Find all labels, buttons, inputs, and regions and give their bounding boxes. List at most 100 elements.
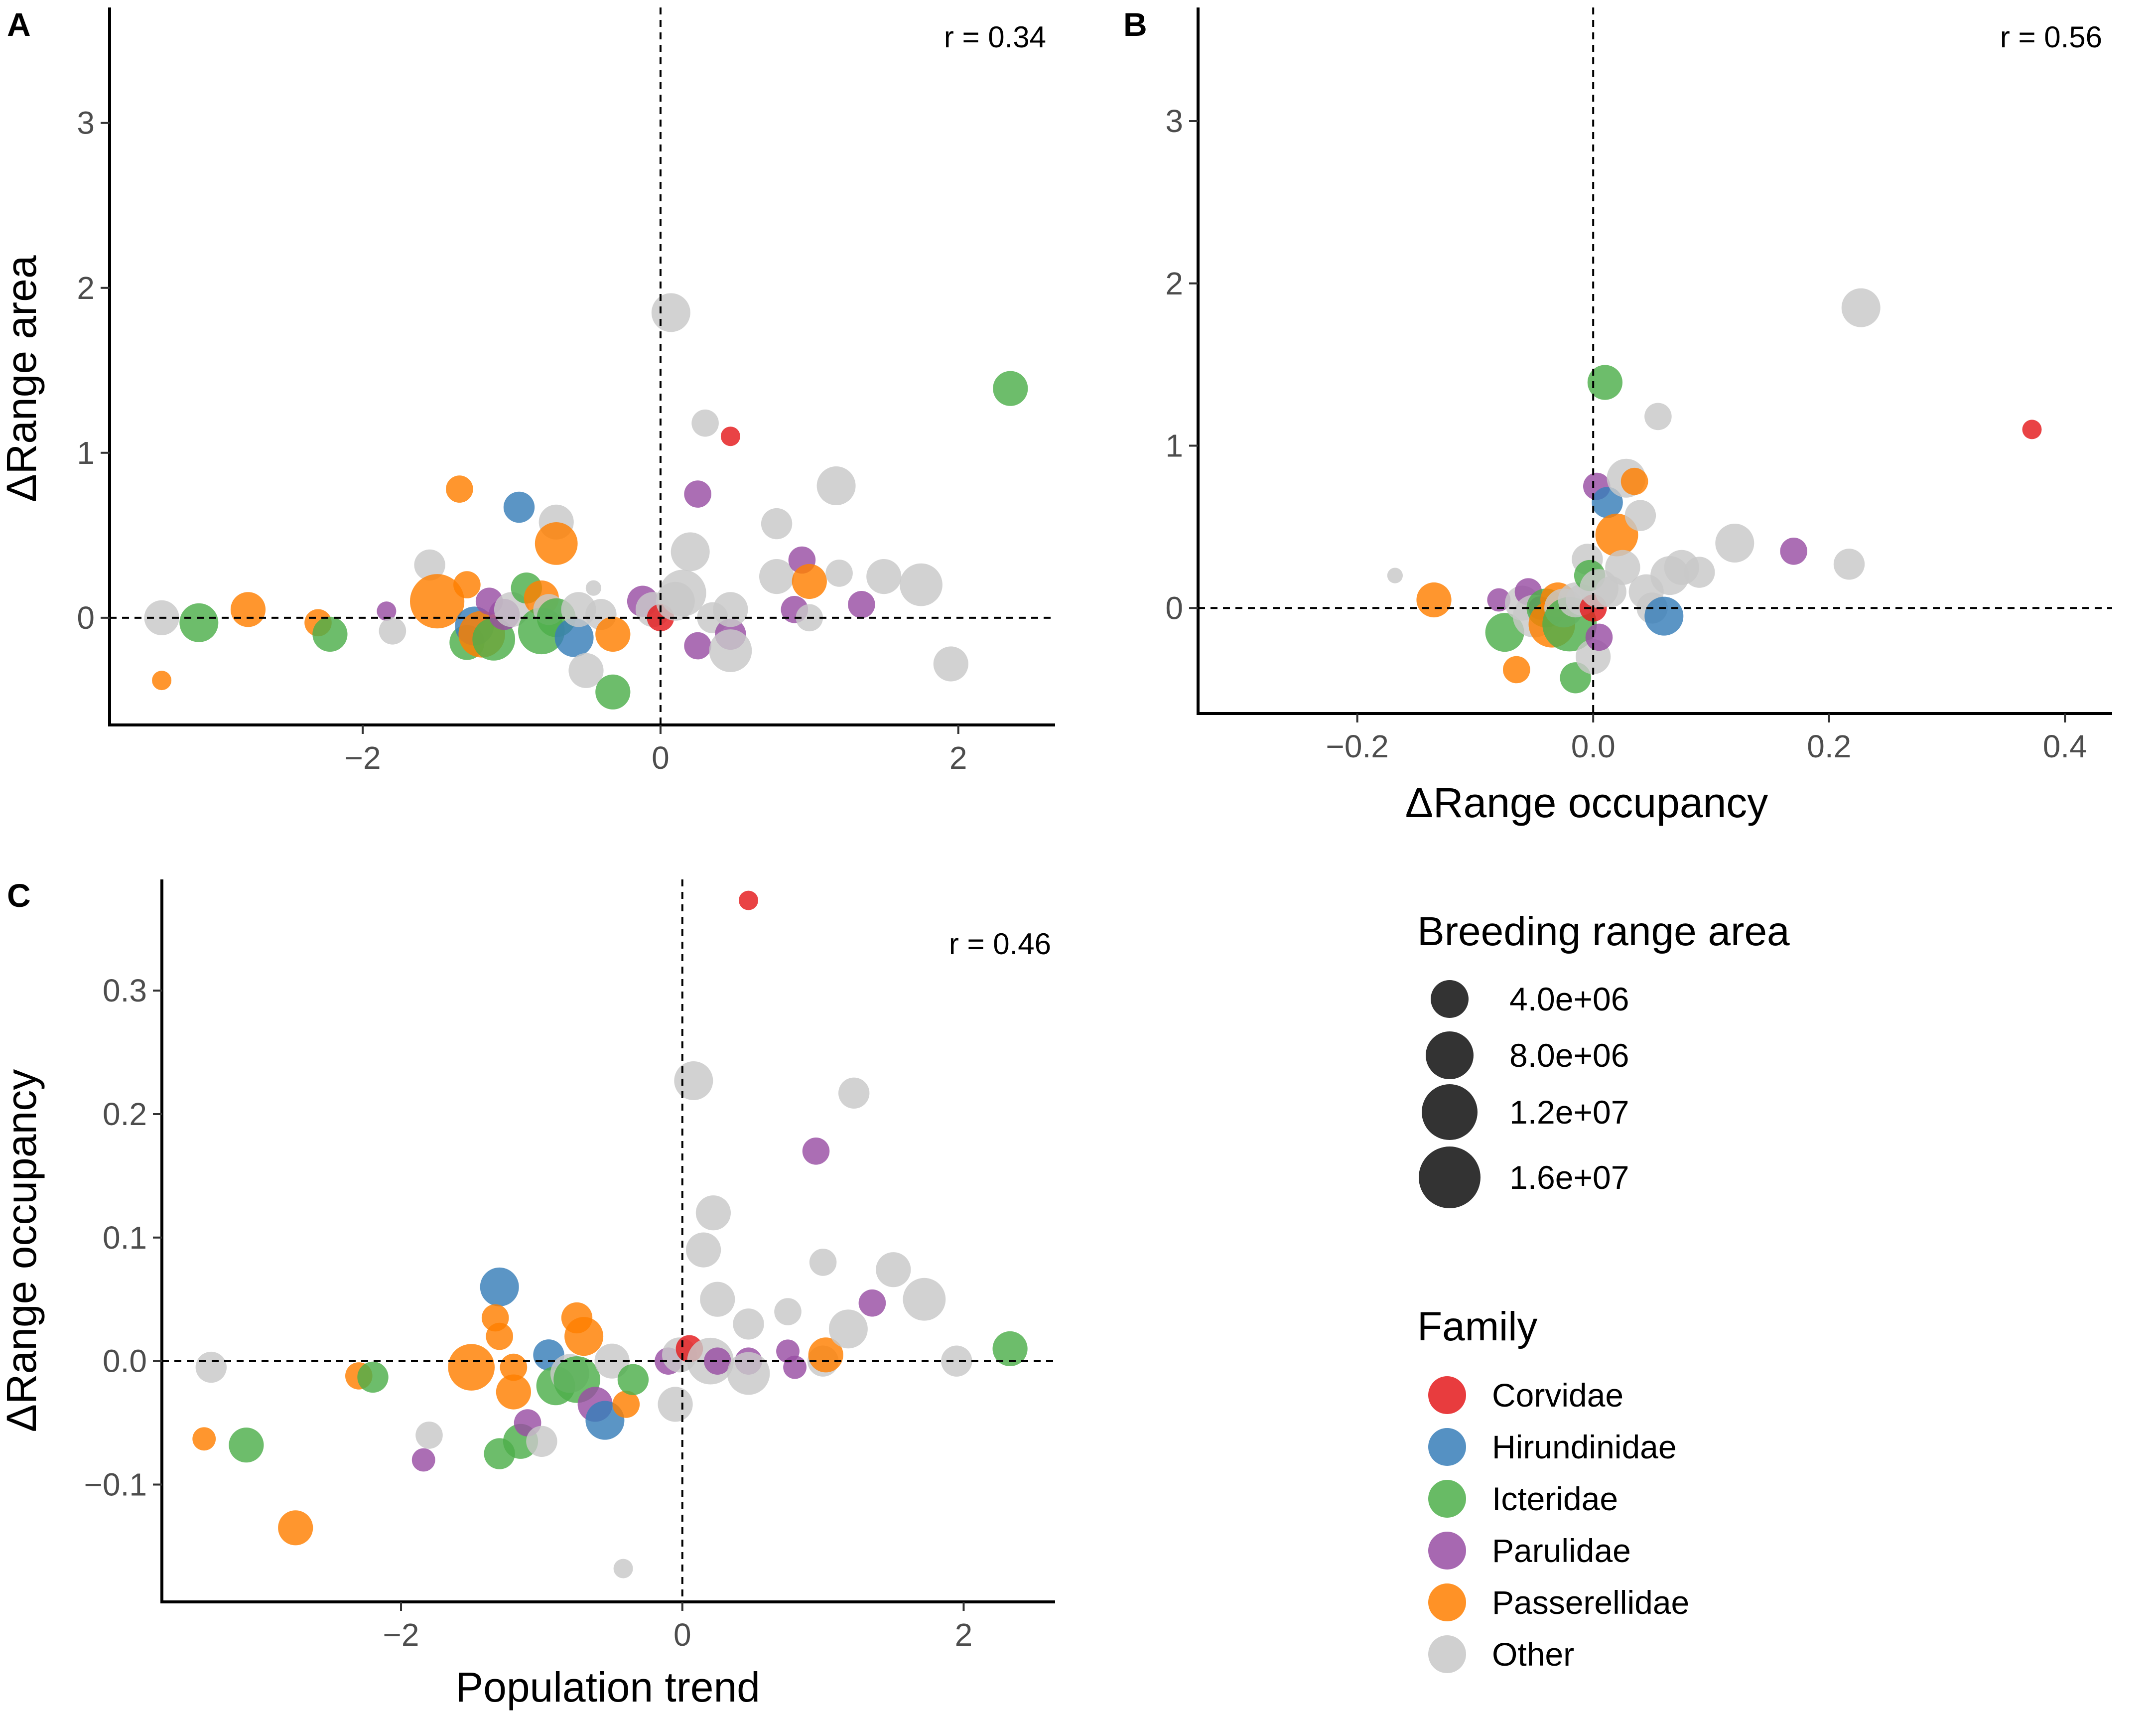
panel-b-point-corvidae (2022, 420, 2042, 439)
family-legend-swatch-hirundinidae (1428, 1428, 1466, 1466)
panel-c-point-other (658, 1387, 693, 1422)
size-legend-circle (1431, 980, 1469, 1018)
panel-a-point-parulidae (848, 591, 875, 618)
panel-a-point-other (691, 409, 719, 437)
panel-c-point-parulidae (858, 1289, 886, 1317)
panel-a-point-other (933, 646, 968, 682)
panel-c-point-passerellidae (448, 1344, 495, 1391)
panel-a-point-passerellidae (446, 475, 473, 503)
panel-b-x-tick-label: 0.0 (1571, 728, 1616, 764)
panel-c-point-corvidae (739, 890, 758, 910)
panel-a-point-passerellidae (410, 574, 465, 629)
size-legend-circle (1422, 1084, 1478, 1140)
family-legend-label: Other (1492, 1636, 1574, 1673)
panel-c-x-tick-label: 2 (955, 1617, 973, 1653)
panel-b-point-hirundinidae (1644, 596, 1684, 636)
family-legend-swatch-parulidae (1428, 1532, 1466, 1570)
panel-a-point-passerellidae (152, 671, 172, 691)
panel-c-point-icteridae (992, 1331, 1028, 1366)
panel-a-point-other (709, 629, 752, 672)
panel-c-point-other (686, 1232, 721, 1268)
panel-a-point-other (651, 293, 690, 332)
panel-c-point-icteridae (617, 1364, 649, 1395)
panel-a-point-other (759, 559, 795, 594)
panel-b-point-passerellidae (1416, 582, 1452, 618)
panel-a: A −2 0 2 0 1 2 3 r = 0.34 ΔRange area (0, 6, 1055, 776)
panel-b-point-passerellidae (1620, 467, 1648, 495)
panel-c-point-other (526, 1426, 557, 1457)
panel-c-point-passerellidae (564, 1317, 604, 1356)
panel-b-y-tick-label: 1 (1165, 428, 1183, 464)
panel-c-y-tick-label: 0.3 (103, 973, 147, 1008)
family-legend-label: Corvidae (1492, 1377, 1623, 1414)
panel-c-x-axis-label: Population trend (455, 1664, 760, 1711)
size-legend-title: Breeding range area (1417, 909, 1790, 954)
panel-c-point-passerellidae (496, 1374, 531, 1410)
panel-a-point-icteridae (595, 674, 631, 710)
panel-c-x-tick-label: 0 (674, 1617, 691, 1653)
panel-c-x-tick-label: −2 (383, 1617, 419, 1653)
panel-b-x-tick-label: 0.4 (2043, 728, 2087, 764)
panel-c-point-other (727, 1352, 770, 1395)
panel-a-point-other (713, 592, 748, 627)
panel-a-point-passerellidae (453, 571, 481, 598)
panel-a-point-corvidae (720, 427, 740, 446)
panel-a-point-hirundinidae (554, 618, 594, 657)
panel-b-point-other (1715, 524, 1754, 563)
panel-c-point-other (941, 1345, 972, 1377)
panel-c-point-other (613, 1559, 633, 1578)
panel-b-y-tick-label: 0 (1165, 590, 1183, 626)
panel-b-point-other (1684, 557, 1715, 588)
panel-a-point-other (866, 559, 902, 594)
family-legend-label: Parulidae (1492, 1532, 1631, 1569)
panel-c-point-other (195, 1351, 227, 1383)
panel-b-point-other (1605, 550, 1640, 585)
panel-a-point-parulidae (684, 480, 711, 508)
panel-c-point-parulidae (802, 1138, 830, 1165)
panel-c-label: C (7, 877, 31, 914)
panel-c-y-tick-label: 0.0 (103, 1343, 147, 1379)
family-legend-title: Family (1417, 1304, 1537, 1349)
size-legend-circle (1426, 1031, 1474, 1079)
panel-a-correlation: r = 0.34 (944, 20, 1046, 54)
panel-c-point-other (674, 1061, 713, 1100)
panel-c-point-other (828, 1309, 868, 1349)
panel-a-point-icteridae (993, 371, 1028, 406)
panel-a-x-tick-label: 2 (949, 740, 967, 776)
size-legend-label: 4.0e+06 (1509, 981, 1629, 1017)
panel-b-correlation: r = 0.56 (2000, 20, 2102, 54)
family-legend-swatch-passerellidae (1428, 1583, 1466, 1621)
panel-b-y-tick-label: 2 (1165, 266, 1183, 301)
panel-a-point-passerellidae (595, 616, 631, 652)
panel-a-point-other (900, 563, 943, 606)
panel-b-point-passerellidae (1595, 513, 1638, 557)
panel-b-point-hirundinidae (1592, 487, 1623, 518)
panel-a-point-other (671, 532, 710, 572)
size-legend-circle (1419, 1146, 1481, 1208)
panel-a-y-tick-label: 1 (77, 435, 95, 471)
panel-b-point-other (1624, 500, 1656, 531)
panel-c-point-passerellidae (612, 1391, 640, 1418)
family-legend-swatch-other (1428, 1635, 1466, 1673)
panel-c-point-parulidae (704, 1347, 731, 1375)
panel-a-point-other (816, 466, 856, 505)
panel-b-point-parulidae (1487, 588, 1511, 612)
panel-c-point-passerellidae (192, 1427, 216, 1451)
size-legend-label: 1.2e+07 (1509, 1094, 1629, 1131)
panel-c-point-other (774, 1298, 802, 1325)
panel-b-point-passerellidae (1503, 656, 1530, 684)
family-legend-label: Icteridae (1492, 1480, 1618, 1517)
panel-c-point-icteridae (357, 1361, 389, 1393)
family-legend-label: Hirundinidae (1492, 1429, 1677, 1465)
panel-b-x-tick-label: 0.2 (1807, 728, 1851, 764)
panel-b-y-tick-label: 3 (1165, 103, 1183, 139)
panel-c-point-parulidae (411, 1448, 435, 1472)
size-legend-label: 1.6e+07 (1509, 1159, 1629, 1196)
panel-a-point-parulidae (684, 632, 711, 660)
panel-b-x-tick-label: −0.2 (1326, 728, 1388, 764)
panel-b-point-parulidae (1780, 538, 1807, 565)
panel-a-point-other (568, 653, 604, 688)
panel-c-y-axis-label: ΔRange occupancy (0, 1069, 45, 1432)
panel-b-point-parulidae (1585, 623, 1613, 651)
